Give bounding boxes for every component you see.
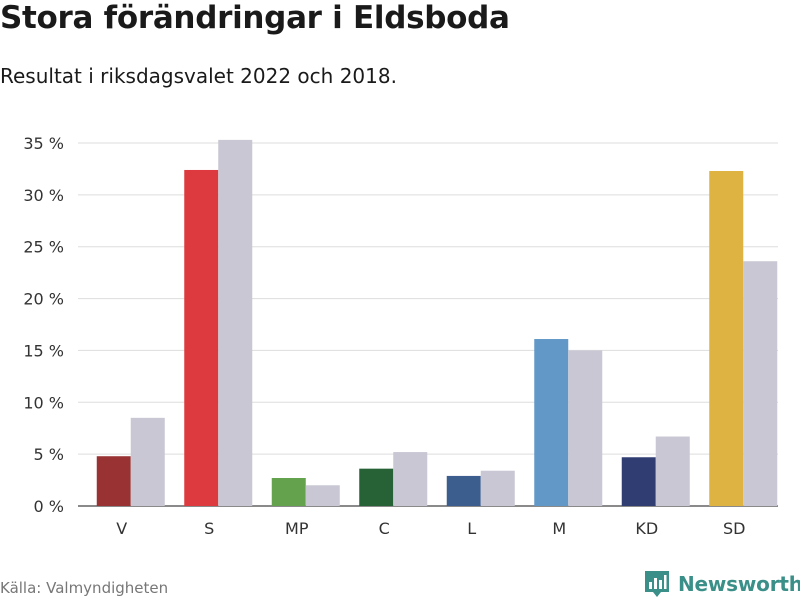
bar-2018-sd: [743, 261, 778, 506]
y-tick-label: 0 %: [34, 497, 64, 516]
x-tick-label: MP: [285, 519, 309, 538]
bar-2022-kd: [621, 457, 656, 506]
y-axis-tick-labels: 0 % 5 % 10 % 15 % 20 % 25 % 30 % 35 %: [23, 134, 64, 516]
y-tick-label: 20 %: [23, 290, 64, 309]
bar-2022-v: [96, 456, 131, 506]
brand-name: Newsworthy: [678, 572, 800, 596]
bar-2022-m: [534, 339, 569, 506]
y-tick-label: 10 %: [23, 393, 64, 412]
x-tick-label: SD: [723, 519, 745, 538]
bar-2022-s: [184, 169, 219, 507]
x-tick-label: KD: [635, 519, 658, 538]
bar-2022-l: [446, 475, 481, 506]
y-tick-label: 30 %: [23, 186, 64, 205]
y-tick-label: 15 %: [23, 341, 64, 360]
y-tick-label: 35 %: [23, 134, 64, 153]
bar-2022-mp: [271, 477, 306, 506]
source-note: Källa: Valmyndigheten: [0, 579, 169, 597]
y-tick-label: 5 %: [34, 445, 64, 464]
newsworthy-logo-icon: [645, 571, 669, 597]
bar-2018-mp: [305, 485, 340, 506]
bar-2018-v: [130, 417, 165, 506]
y-tick-label: 25 %: [23, 238, 64, 257]
bars: [96, 139, 778, 507]
x-tick-label: S: [204, 519, 214, 538]
brand-logo[interactable]: Newsworthy: [644, 568, 800, 600]
bar-2018-m: [568, 350, 603, 506]
x-tick-label: C: [379, 519, 390, 538]
bar-2022-sd: [709, 171, 744, 506]
bar-chart: 0 % 5 % 10 % 15 % 20 % 25 % 30 % 35 % V S MP C L M KD…: [23, 134, 778, 538]
chart-title: Stora förändringar i Eldsboda: [0, 0, 510, 36]
bar-2022-c: [359, 468, 394, 506]
x-tick-label: V: [116, 519, 127, 538]
x-tick-label: L: [467, 519, 476, 538]
bar-2018-c: [393, 452, 428, 506]
chart-subtitle: Resultat i riksdagsvalet 2022 och 2018.: [0, 64, 397, 88]
bar-2018-kd: [655, 436, 690, 506]
x-axis-tick-labels: V S MP C L M KD SD: [116, 519, 745, 538]
bar-2018-l: [480, 470, 515, 506]
x-tick-label: M: [552, 519, 566, 538]
bar-2018-s: [218, 139, 253, 507]
